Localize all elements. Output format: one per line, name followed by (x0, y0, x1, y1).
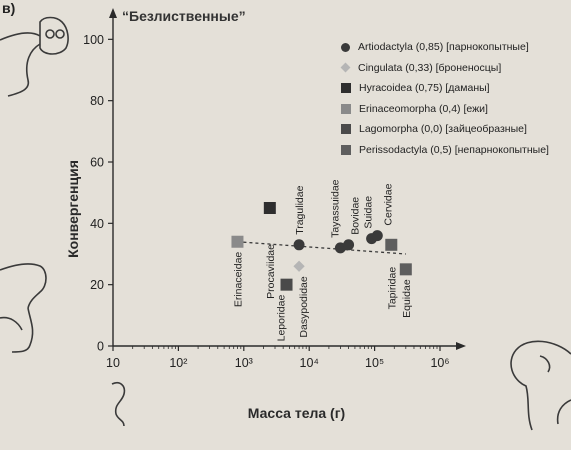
point-label: Tragulidae (294, 185, 306, 234)
legend-swatch (340, 62, 351, 73)
y-axis-arrow (109, 8, 117, 18)
point-label: Dasypodidae (298, 276, 310, 337)
data-point-circle (293, 239, 305, 251)
skull-illustration-right (510, 340, 571, 431)
skull-illustration-top (0, 16, 69, 97)
point-labels: Tragulidae Tayassuidae Bovidae Suidae Cervid… (232, 179, 412, 341)
y-tick-label: 20 (90, 278, 104, 292)
legend-label: Lagomorpha (0,0) [зайцеобразные] (359, 123, 527, 136)
data-point-circle (371, 230, 383, 242)
point-label: Bovidae (350, 197, 362, 235)
legend-item: Cingulata (0,33) [броненосцы] (340, 58, 549, 79)
y-tick-label: 0 (97, 340, 104, 354)
skull-illustration-bottom (111, 381, 126, 427)
legend-item: Artiodactyla (0,85) [парнокопытные] (341, 37, 549, 58)
legend-swatch (341, 124, 351, 135)
data-point-square (280, 278, 293, 291)
x-axis-label: Масса тела (г) (248, 405, 345, 421)
point-label: Suidae (363, 196, 375, 229)
point-label: Cervidae (382, 183, 394, 225)
point-label: Leporidae (276, 295, 288, 342)
data-points (231, 202, 412, 291)
legend-swatch (341, 103, 351, 114)
data-point-square (263, 202, 276, 214)
legend-item: Erinaceomorpha (0,4) [ежи] (341, 99, 549, 120)
chart-title: “Безлиственные” (122, 8, 246, 24)
point-label: Tapiridae (386, 267, 398, 310)
y-tick-label: 80 (90, 94, 104, 108)
x-tick-label: 10⁵ (365, 356, 384, 370)
skull-illustration-middle (0, 263, 47, 353)
point-label: Erinaceidae (232, 252, 244, 308)
legend-swatch (341, 144, 351, 155)
x-tick-label: 10⁴ (300, 356, 319, 370)
legend-item: Hyracoidea (0,75) [даманы] (341, 78, 549, 99)
legend-item: Lagomorpha (0,0) [зайцеобразные] (341, 119, 549, 140)
legend-item: Perissodactyla (0,5) [непарнокопытные] (341, 140, 549, 161)
panel-label: в) (2, 0, 16, 16)
legend-label: Perissodactyla (0,5) [непарнокопытные] (359, 143, 549, 156)
point-label: Tayassuidae (329, 179, 341, 238)
legend-label: Artiodactyla (0,85) [парнокопытные] (358, 41, 529, 54)
trendline-group (237, 241, 406, 255)
data-point-square (231, 235, 244, 248)
point-label: Equidae (401, 279, 413, 318)
point-label: Procaviidae (265, 244, 277, 299)
y-axis-label: Конвергенция (65, 160, 81, 258)
legend-label: Cingulata (0,33) [броненосцы] (358, 61, 502, 74)
legend-swatch (341, 83, 351, 94)
x-tick-label: 10⁶ (430, 356, 449, 370)
y-tick-label: 40 (90, 217, 104, 231)
data-point-square (385, 238, 398, 251)
legend: Artiodactyla (0,85) [парнокопытные] Cingu… (340, 37, 549, 161)
legend-swatch (341, 42, 350, 52)
data-point-square (399, 263, 412, 276)
x-axis-arrow (456, 342, 466, 350)
x-tick-label: 10 (106, 356, 120, 370)
legend-label: Erinaceomorpha (0,4) [ежи] (359, 102, 488, 115)
trendline (237, 241, 406, 255)
y-tick-label: 60 (90, 156, 104, 170)
y-tick-label: 100 (83, 33, 104, 47)
data-point-circle (343, 239, 355, 251)
data-point-diamond (293, 260, 305, 272)
x-tick-label: 10³ (235, 356, 253, 370)
axes: 0 20 40 60 80 100 10 10² 10³ 10⁴ 10⁵ 10⁶ Масса тела … (65, 8, 466, 421)
x-tick-label: 10² (169, 356, 187, 370)
legend-label: Hyracoidea (0,75) [даманы] (359, 82, 490, 95)
